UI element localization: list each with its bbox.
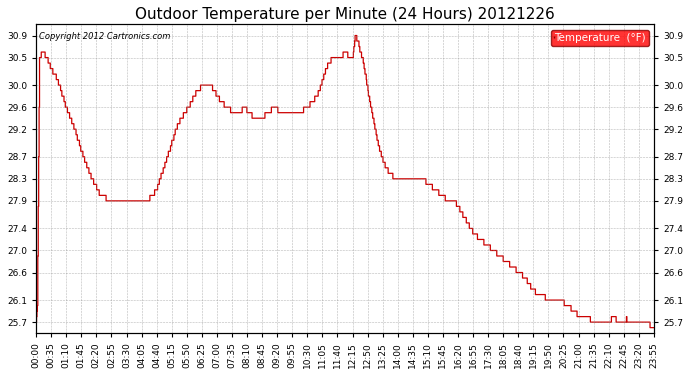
Title: Outdoor Temperature per Minute (24 Hours) 20121226: Outdoor Temperature per Minute (24 Hours… <box>135 7 555 22</box>
Text: Copyright 2012 Cartronics.com: Copyright 2012 Cartronics.com <box>39 32 170 41</box>
Legend: Temperature  (°F): Temperature (°F) <box>551 30 649 46</box>
